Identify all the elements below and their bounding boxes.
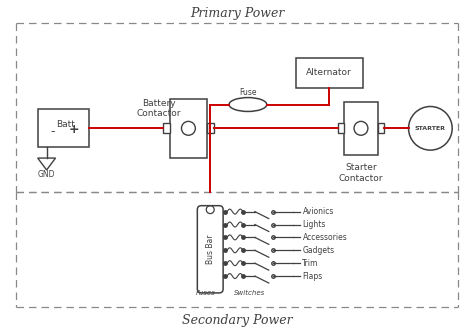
Text: Alternator: Alternator — [306, 68, 352, 77]
FancyBboxPatch shape — [378, 124, 384, 133]
Text: Fuse: Fuse — [239, 88, 256, 97]
Text: +: + — [69, 123, 80, 136]
Text: Gadgets: Gadgets — [302, 246, 335, 255]
FancyBboxPatch shape — [37, 110, 89, 147]
Text: Battery
Contactor: Battery Contactor — [137, 99, 181, 118]
Text: GND: GND — [38, 170, 55, 179]
Text: Bus Bar: Bus Bar — [206, 234, 215, 264]
Text: Starter
Contactor: Starter Contactor — [339, 163, 383, 183]
Text: Primary Power: Primary Power — [190, 7, 284, 20]
FancyBboxPatch shape — [163, 124, 170, 133]
Text: Lights: Lights — [302, 220, 326, 229]
Text: -: - — [50, 125, 55, 138]
Ellipse shape — [229, 98, 267, 112]
Text: Fuses: Fuses — [195, 290, 215, 296]
Text: Trim: Trim — [302, 259, 319, 268]
Text: Flaps: Flaps — [302, 272, 323, 281]
FancyBboxPatch shape — [197, 206, 223, 293]
FancyBboxPatch shape — [338, 124, 344, 133]
Text: Secondary Power: Secondary Power — [182, 314, 292, 327]
Text: Switches: Switches — [234, 290, 265, 296]
Text: Batt: Batt — [56, 120, 75, 129]
Text: STARTER: STARTER — [415, 126, 446, 131]
FancyBboxPatch shape — [295, 58, 363, 88]
Text: Accessories: Accessories — [302, 233, 347, 242]
FancyBboxPatch shape — [207, 124, 214, 133]
FancyBboxPatch shape — [170, 99, 207, 158]
FancyBboxPatch shape — [344, 102, 378, 155]
Text: Avionics: Avionics — [302, 207, 334, 216]
